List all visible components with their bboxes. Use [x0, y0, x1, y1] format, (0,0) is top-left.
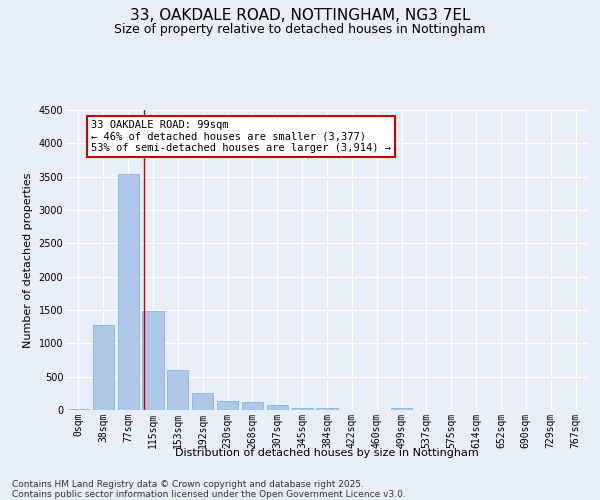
Bar: [192, 392, 213, 410]
Bar: [242, 402, 263, 410]
Bar: [316, 408, 338, 410]
Bar: [68, 409, 89, 410]
Text: Contains HM Land Registry data © Crown copyright and database right 2025.
Contai: Contains HM Land Registry data © Crown c…: [12, 480, 406, 499]
Y-axis label: Number of detached properties: Number of detached properties: [23, 172, 33, 348]
Text: Distribution of detached houses by size in Nottingham: Distribution of detached houses by size …: [175, 448, 479, 458]
Bar: [167, 370, 188, 410]
Bar: [391, 408, 412, 410]
Bar: [217, 402, 238, 410]
Bar: [142, 310, 164, 410]
Bar: [267, 406, 288, 410]
Text: 33, OAKDALE ROAD, NOTTINGHAM, NG3 7EL: 33, OAKDALE ROAD, NOTTINGHAM, NG3 7EL: [130, 8, 470, 22]
Bar: [292, 408, 313, 410]
Text: Size of property relative to detached houses in Nottingham: Size of property relative to detached ho…: [114, 22, 486, 36]
Text: 33 OAKDALE ROAD: 99sqm
← 46% of detached houses are smaller (3,377)
53% of semi-: 33 OAKDALE ROAD: 99sqm ← 46% of detached…: [91, 120, 391, 153]
Bar: [93, 324, 114, 410]
Bar: [118, 174, 139, 410]
